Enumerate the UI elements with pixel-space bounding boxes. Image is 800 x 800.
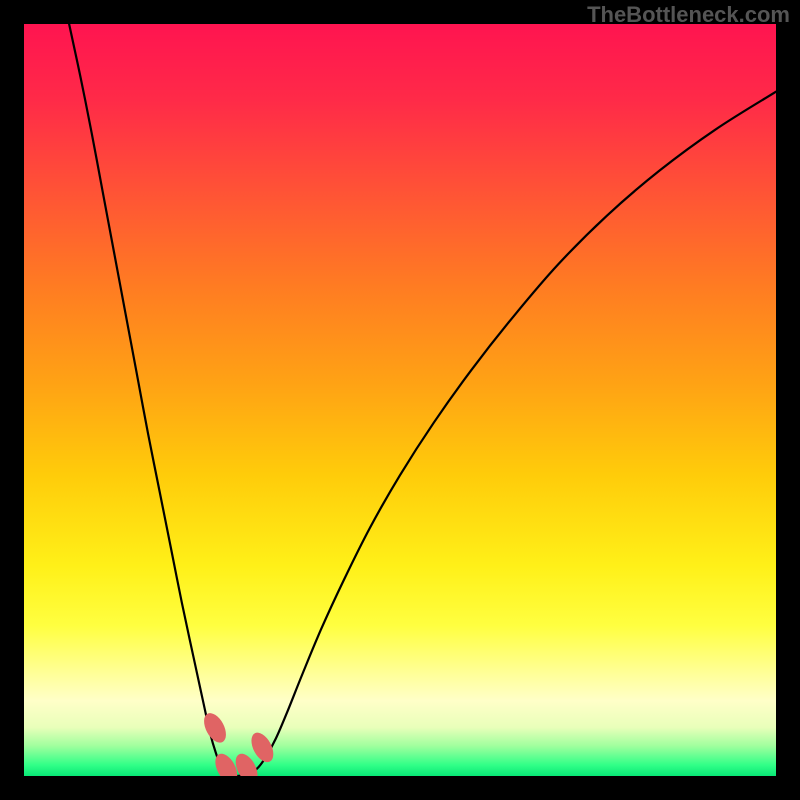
chart-background <box>24 24 776 776</box>
chart-frame <box>0 0 800 800</box>
bottleneck-chart <box>24 24 776 776</box>
watermark-text: TheBottleneck.com <box>587 2 790 28</box>
